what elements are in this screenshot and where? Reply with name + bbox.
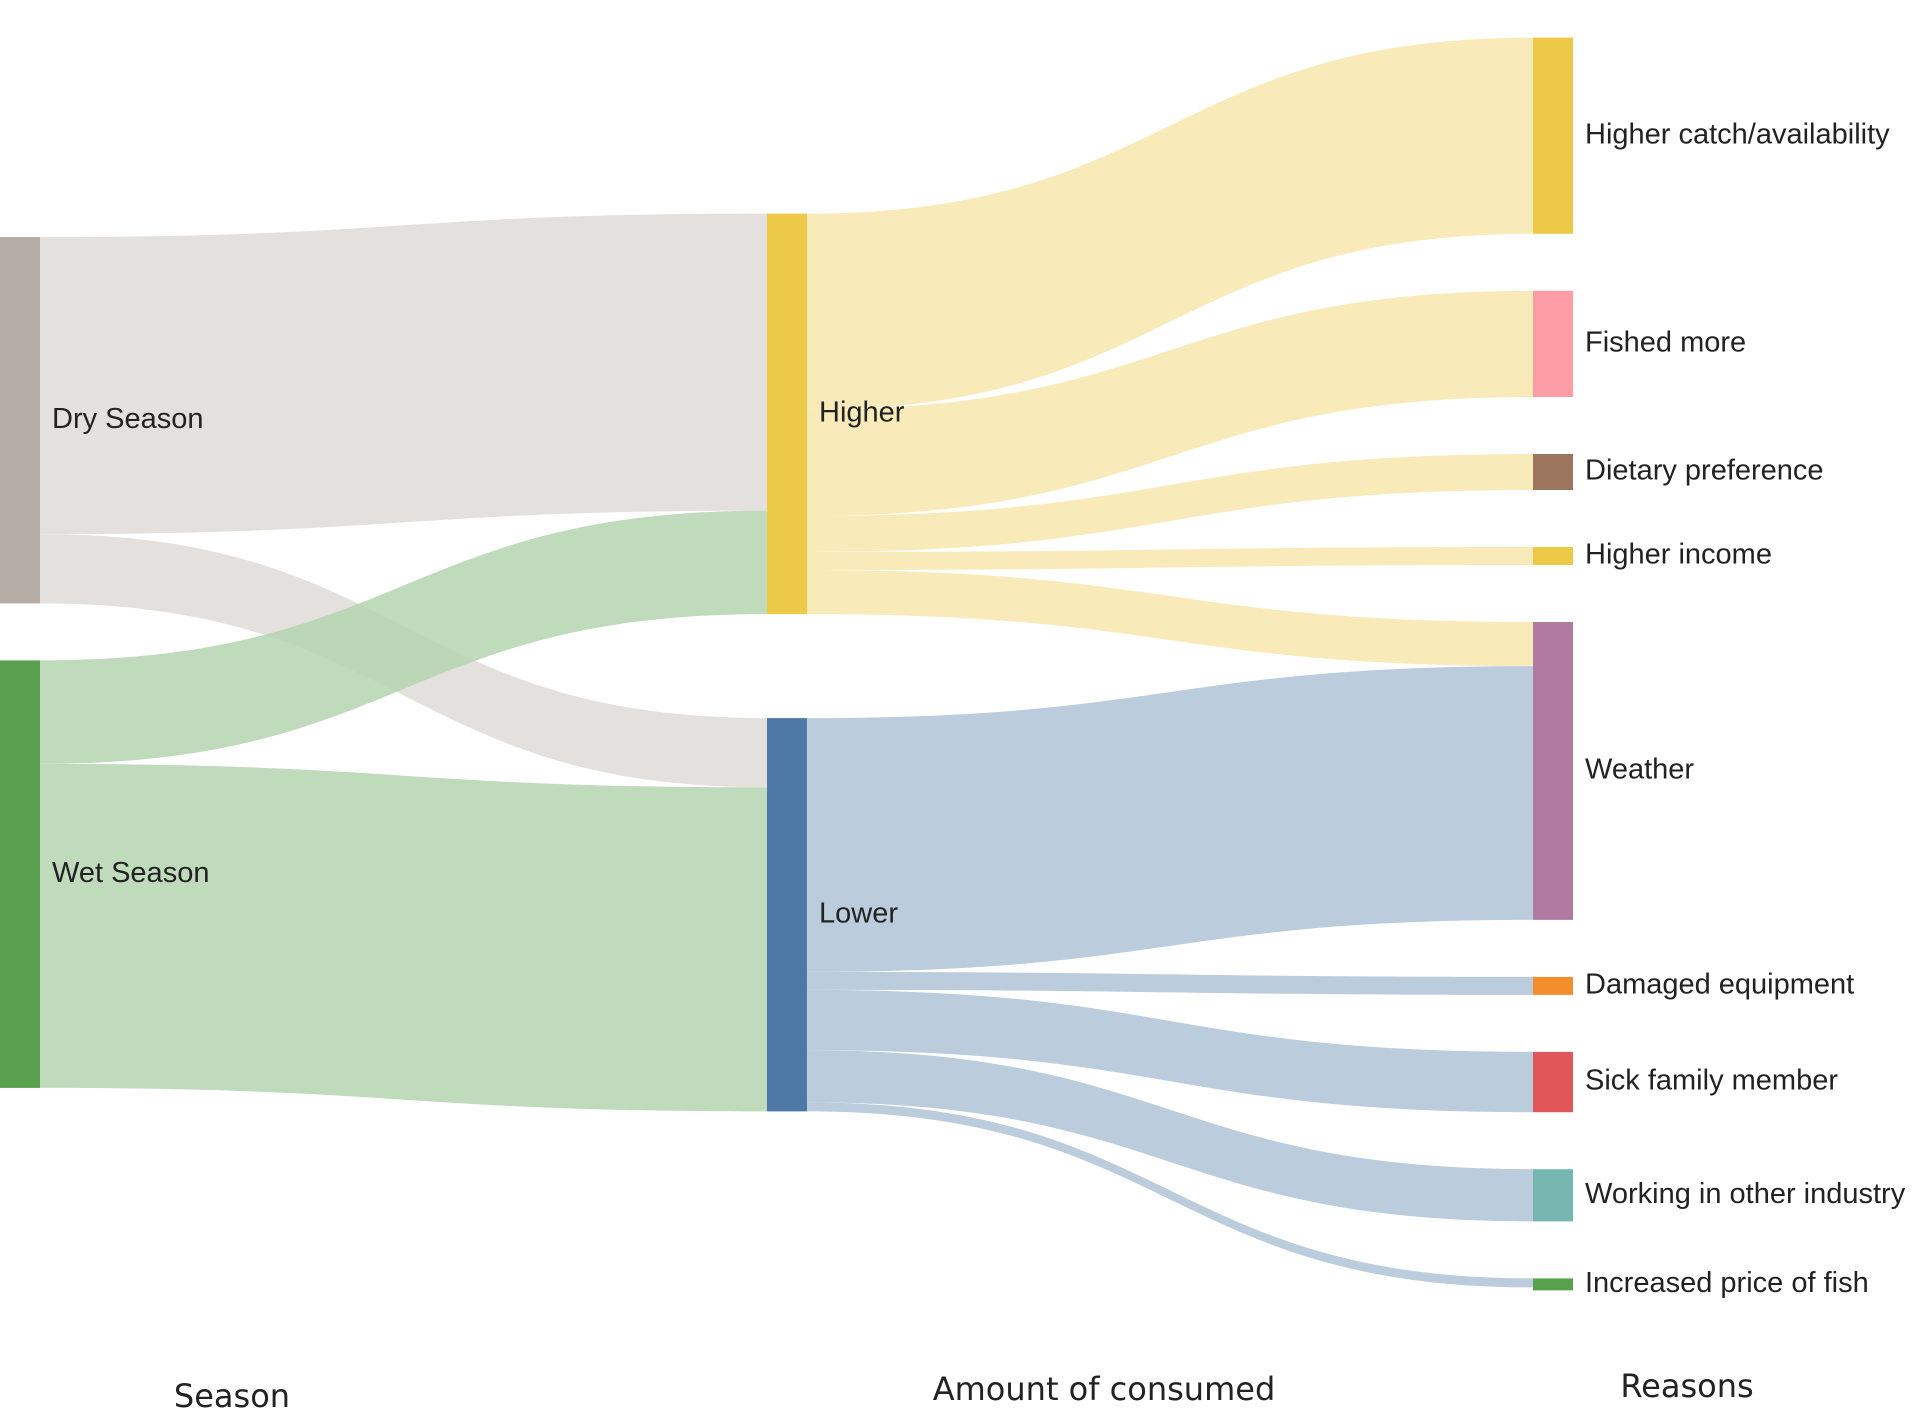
link-lower-to-working: [807, 1050, 1533, 1222]
node-working: [1533, 1169, 1573, 1222]
node-label-catch: Higher catch/availability: [1585, 118, 1890, 150]
link-lower-to-sick: [807, 989, 1533, 1113]
node-damaged: [1533, 976, 1573, 995]
node-wet: [0, 660, 40, 1088]
node-label-fished: Fished more: [1585, 327, 1746, 359]
node-price: [1533, 1278, 1573, 1291]
link-higher-to-fished: [807, 290, 1533, 516]
node-higher: [767, 213, 807, 615]
node-label-diet: Dietary preference: [1585, 455, 1824, 487]
node-income: [1533, 547, 1573, 565]
node-label-sick: Sick family member: [1585, 1065, 1838, 1097]
node-weather: [1533, 622, 1573, 920]
link-lower-to-price: [807, 1102, 1533, 1288]
column-label-0: Season: [174, 1377, 290, 1415]
node-catch: [1533, 37, 1573, 234]
node-label-income: Higher income: [1585, 539, 1772, 571]
node-dry: [0, 237, 40, 604]
sankey-labels: Dry Season Wet Season Higher Lower Higher ca…: [52, 118, 1906, 1299]
link-higher-to-weather: [807, 570, 1533, 667]
node-label-weather: Weather: [1585, 754, 1694, 786]
node-label-higher: Higher: [819, 397, 905, 429]
column-label-1: Amount of consumed: [933, 1370, 1276, 1408]
node-label-lower: Lower: [819, 897, 898, 929]
link-dry-to-higher: [40, 213, 767, 535]
node-fished: [1533, 290, 1573, 397]
column-labels: Season Amount of consumed Reasons: [174, 1367, 1754, 1415]
node-label-wet: Wet Season: [52, 857, 209, 889]
node-label-price: Increased price of fish: [1585, 1267, 1869, 1299]
sankey-nodes: [0, 37, 1573, 1291]
node-sick: [1533, 1051, 1573, 1113]
link-higher-to-catch: [807, 37, 1533, 410]
link-higher-to-income: [807, 547, 1533, 570]
link-lower-to-damaged: [807, 971, 1533, 995]
column-label-2: Reasons: [1620, 1367, 1753, 1405]
node-label-dry: Dry Season: [52, 403, 204, 435]
node-label-damaged: Damaged equipment: [1585, 969, 1854, 1001]
link-higher-to-diet: [807, 454, 1533, 552]
sankey-links: [40, 37, 1533, 1288]
node-label-working: Working in other industry: [1585, 1178, 1906, 1210]
node-diet: [1533, 454, 1573, 490]
link-wet-to-higher: [40, 510, 767, 764]
node-lower: [767, 718, 807, 1112]
link-lower-to-weather: [807, 666, 1533, 972]
link-wet-to-lower: [40, 763, 767, 1112]
